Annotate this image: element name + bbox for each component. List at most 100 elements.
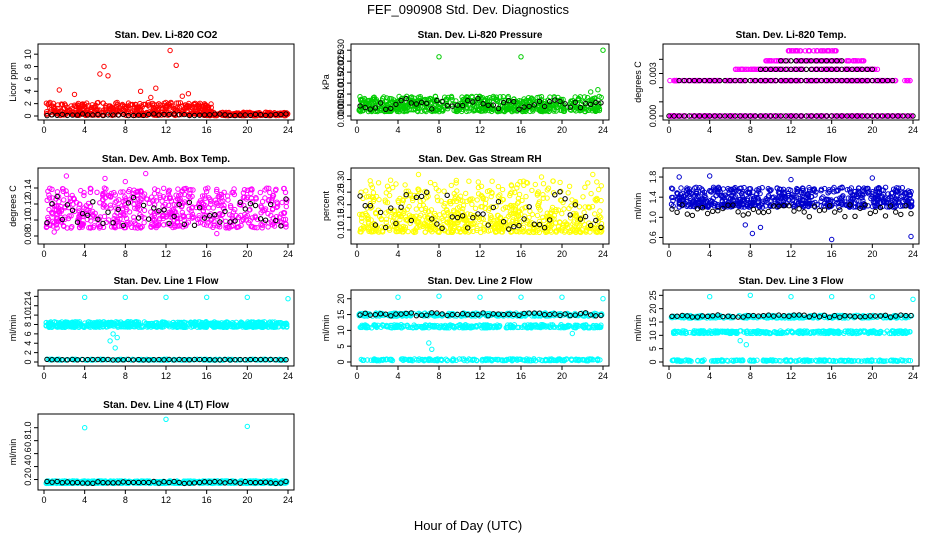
data-point — [358, 97, 364, 103]
outlier-point — [173, 62, 179, 69]
data-point — [852, 66, 858, 73]
data-point — [786, 48, 792, 54]
data-point — [283, 203, 289, 210]
outlier-point — [102, 175, 108, 182]
data-point — [383, 98, 389, 105]
hourly-point — [834, 66, 840, 73]
hourly-point — [717, 113, 723, 119]
data-point — [877, 113, 884, 119]
data-point — [231, 191, 238, 198]
y-axis-label: Licor ppm — [8, 62, 18, 102]
hourly-point — [531, 102, 537, 108]
x-tick-label: 4 — [707, 125, 712, 135]
hourly-point — [874, 77, 881, 84]
hourly-point — [798, 66, 804, 73]
data-point — [448, 182, 454, 189]
data-point — [481, 97, 487, 104]
hourly-point — [424, 100, 430, 107]
hourly-point — [232, 112, 238, 119]
x-tick-label: 4 — [395, 125, 400, 135]
data-point — [837, 58, 843, 64]
y-tick-label: 14 — [23, 291, 33, 301]
data-point — [821, 58, 828, 64]
data-point — [748, 66, 754, 73]
data-points — [666, 48, 916, 119]
hourly-point — [839, 113, 845, 119]
data-point — [427, 179, 434, 186]
data-point — [477, 222, 483, 228]
data-point — [766, 58, 772, 64]
data-point — [902, 113, 908, 119]
y-tick-label: 1.0 — [648, 211, 658, 224]
outlier-point — [63, 173, 70, 179]
data-point — [110, 109, 117, 116]
data-point — [151, 102, 158, 108]
hourly-point — [803, 66, 809, 73]
hourly-point — [727, 77, 733, 84]
x-tick-label: 20 — [557, 249, 567, 259]
data-point — [79, 103, 86, 110]
hourly-point — [526, 204, 532, 210]
hourly-point — [808, 113, 814, 119]
data-point — [795, 58, 802, 64]
data-point — [831, 113, 837, 119]
x-tick-label: 8 — [436, 249, 441, 259]
y-axis-label: ml/min — [8, 315, 18, 342]
hourly-point — [283, 111, 289, 117]
hourly-point — [201, 112, 208, 118]
y-tick-label: 0.000 — [648, 105, 658, 128]
x-tick-label: 4 — [82, 249, 87, 259]
hourly-point — [869, 66, 875, 73]
data-point — [432, 106, 438, 112]
hourly-point — [768, 77, 774, 84]
hourly-point — [752, 77, 759, 84]
data-point — [64, 104, 70, 111]
data-point — [733, 66, 739, 73]
hourly-point — [686, 113, 692, 119]
y-tick-label: 0.08 — [23, 227, 33, 245]
hourly-point — [130, 112, 137, 119]
data-point — [674, 77, 680, 84]
data-point — [417, 94, 423, 100]
data-point — [786, 77, 792, 84]
hourly-point — [681, 77, 687, 84]
hourly-point — [671, 113, 677, 119]
data-point — [781, 77, 787, 84]
hourly-point — [750, 206, 757, 213]
hourly-point — [849, 113, 855, 119]
data-point — [761, 113, 767, 119]
hourly-point — [773, 113, 779, 119]
data-point — [745, 66, 751, 73]
data-point — [357, 94, 363, 100]
hourly-point — [762, 66, 769, 73]
hourly-point — [562, 101, 568, 107]
hourly-point — [747, 77, 753, 84]
data-point — [440, 108, 446, 114]
y-tick-label: 0.010 — [336, 83, 346, 106]
data-point — [527, 208, 533, 215]
data-point — [781, 58, 787, 64]
hourly-point — [882, 213, 889, 219]
hourly-point — [257, 216, 264, 222]
hourly-point — [745, 211, 751, 217]
data-point — [472, 107, 478, 114]
hourly-point — [85, 112, 91, 118]
outlier-point — [71, 91, 78, 98]
data-point — [47, 99, 53, 106]
hourly-point — [813, 66, 820, 73]
x-tick-label: 24 — [283, 125, 293, 135]
hourly-point — [893, 209, 899, 215]
x-tick-label: 8 — [748, 125, 753, 135]
panel-3: Stan. Dev. Li-820 Temp.0 4 8 12 16 20 240.0000… — [633, 30, 920, 135]
y-tick-label: 0.015 — [336, 72, 346, 95]
hourly-point — [895, 113, 901, 119]
hourly-point — [783, 113, 789, 119]
data-point — [668, 113, 674, 119]
data-point — [738, 66, 744, 73]
hourly-point — [74, 112, 81, 118]
data-point — [551, 94, 557, 100]
y-axis-label: degrees C — [8, 185, 18, 227]
hourly-point — [252, 202, 259, 209]
data-point — [806, 113, 812, 119]
